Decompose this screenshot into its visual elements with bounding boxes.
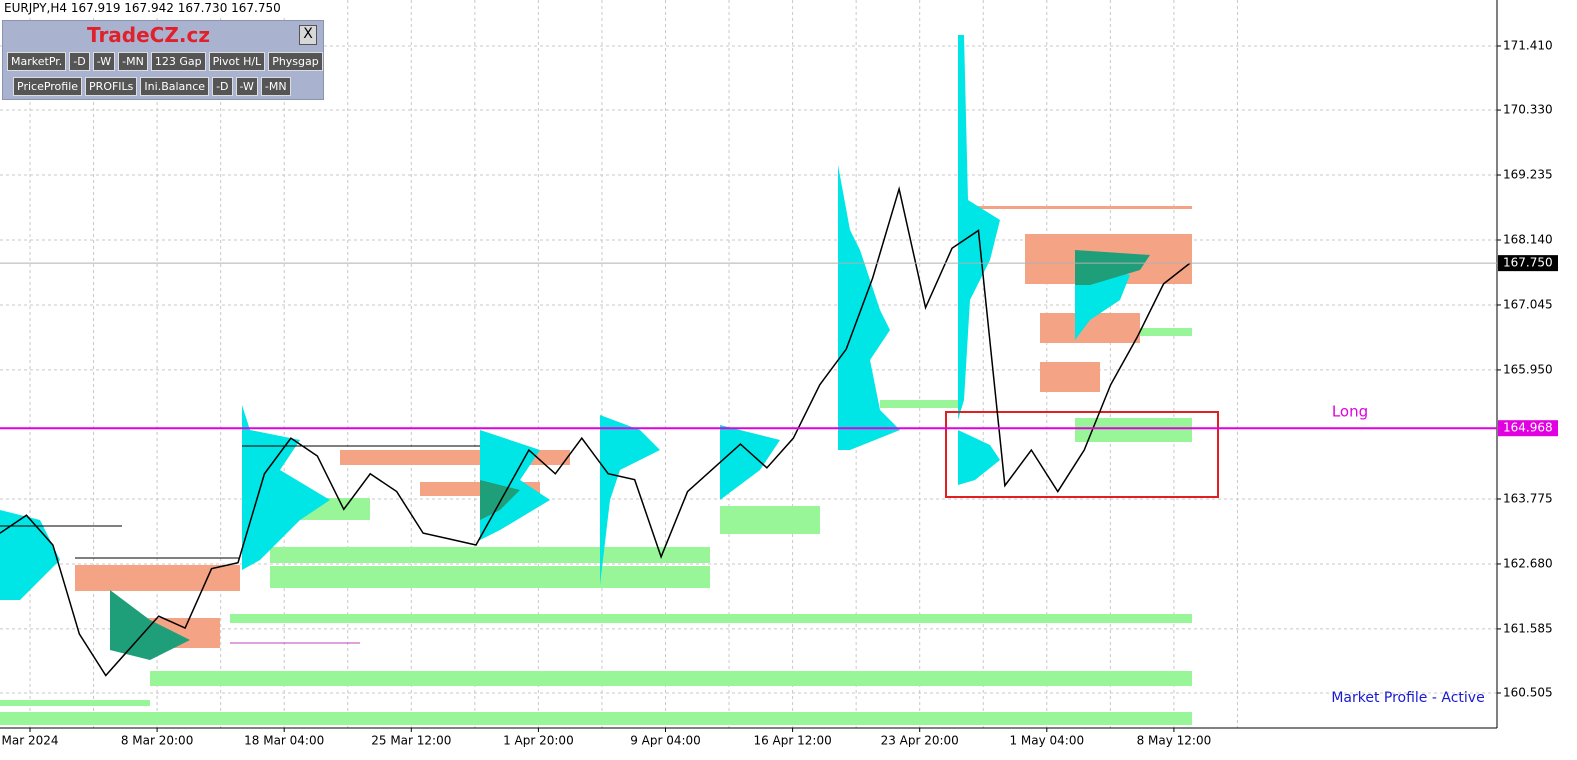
y-tick-label: 161.585 [1503,621,1553,635]
toolbar-button[interactable]: 123 Gap [150,52,206,71]
level-name: Long [1332,403,1368,421]
highlight-box [945,411,1219,498]
x-tick-label: 8 May 12:00 [1137,734,1212,748]
y-tick-label: 168.140 [1503,232,1553,246]
toolbar-button[interactable]: -W [92,52,116,71]
y-tick-label: 170.330 [1503,103,1553,117]
y-tick-label: 162.680 [1503,556,1553,570]
price-line [0,185,1191,677]
y-tick-label: 165.950 [1503,362,1553,376]
toolbar-button[interactable]: MarketPr. [7,52,67,71]
close-button[interactable]: X [299,25,317,45]
grid [0,0,1497,728]
x-tick-label: Mar 2024 [2,734,59,748]
toolbar-button[interactable]: PROFILs [85,77,138,96]
x-tick-label: 16 Apr 12:00 [753,734,831,748]
x-tick-label: 1 Apr 20:00 [503,734,574,748]
y-tick-label: 169.235 [1503,168,1553,182]
toolbar-button[interactable]: -MN [118,52,148,71]
x-tick-label: 1 May 04:00 [1009,734,1084,748]
toolbar-button[interactable]: -D [69,52,90,71]
y-tick-label: 160.505 [1503,685,1553,699]
level-box [1498,420,1558,437]
level-label: 164.968 [1503,421,1553,435]
x-tick-label: 25 Mar 12:00 [371,734,451,748]
toolbar-button[interactable]: Physgap [268,52,323,71]
x-tick-label: 8 Mar 20:00 [121,734,194,748]
button-row: MarketPr. -D -W -MN 123 Gap Pivot H/L Physgap [7,52,323,71]
toolbar-button[interactable]: Pivot H/L [208,52,266,71]
toolbar-button[interactable]: -MN [260,77,291,96]
toolbar-panel: TradeCZ.cz X MarketPr. -D -W -MN 123 Gap Pivo… [2,20,324,100]
y-tick-label: 163.775 [1503,491,1553,505]
symbol-header: EURJPY,H4 167.919 167.942 167.730 167.75… [0,0,285,16]
y-tick-label: 171.410 [1503,38,1553,52]
x-tick-label: 9 Apr 04:00 [630,734,701,748]
y-tick-label: 167.045 [1503,297,1553,311]
x-tick-label: 23 Apr 20:00 [881,734,959,748]
brand: TradeCZ.cz [87,23,210,47]
toolbar-button[interactable]: -D [212,77,233,96]
status-label: Market Profile - Active [1331,690,1484,706]
current-price-box [1498,255,1558,272]
x-tick-label: 18 Mar 04:00 [244,734,324,748]
profiles [0,35,1192,725]
current-price-label: 167.750 [1503,256,1553,270]
toolbar-button[interactable]: PriceProfile [13,77,83,96]
button-row: PriceProfile PROFILs Ini.Balance -D -W -MN [13,77,291,96]
toolbar-button[interactable]: Ini.Balance [140,77,210,96]
toolbar-button[interactable]: -W [235,77,258,96]
